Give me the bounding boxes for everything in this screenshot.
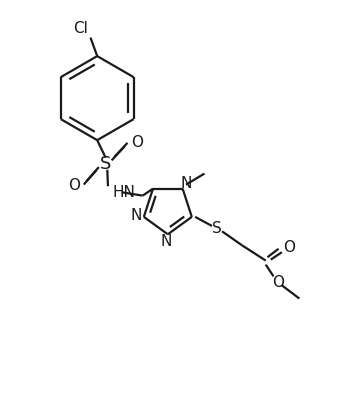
Text: N: N (130, 208, 141, 223)
Text: O: O (283, 240, 295, 255)
Text: O: O (272, 275, 284, 290)
Text: O: O (131, 135, 143, 150)
Text: O: O (68, 178, 80, 193)
Text: S: S (212, 221, 222, 236)
Text: Cl: Cl (73, 21, 88, 36)
Text: N: N (160, 234, 172, 249)
Text: HN: HN (112, 185, 135, 200)
Text: S: S (100, 155, 111, 173)
Text: N: N (180, 176, 192, 191)
